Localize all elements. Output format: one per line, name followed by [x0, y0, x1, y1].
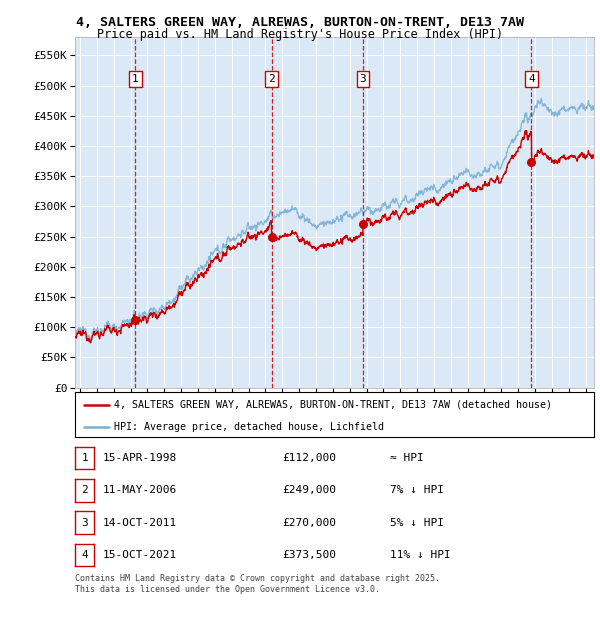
Text: 3: 3: [81, 518, 88, 528]
Text: Price paid vs. HM Land Registry's House Price Index (HPI): Price paid vs. HM Land Registry's House …: [97, 28, 503, 41]
Text: £249,000: £249,000: [282, 485, 336, 495]
Text: 7% ↓ HPI: 7% ↓ HPI: [390, 485, 444, 495]
Text: 5% ↓ HPI: 5% ↓ HPI: [390, 518, 444, 528]
Text: ≈ HPI: ≈ HPI: [390, 453, 424, 463]
Text: £112,000: £112,000: [282, 453, 336, 463]
Text: HPI: Average price, detached house, Lichfield: HPI: Average price, detached house, Lich…: [114, 422, 384, 432]
Text: 3: 3: [359, 74, 367, 84]
Text: 4, SALTERS GREEN WAY, ALREWAS, BURTON-ON-TRENT, DE13 7AW: 4, SALTERS GREEN WAY, ALREWAS, BURTON-ON…: [76, 16, 524, 29]
Point: [358, 219, 368, 229]
Text: £373,500: £373,500: [282, 550, 336, 560]
Text: 15-OCT-2021: 15-OCT-2021: [103, 550, 178, 560]
Text: 2: 2: [268, 74, 275, 84]
Text: 4: 4: [528, 74, 535, 84]
Point: [131, 315, 140, 325]
Point: [267, 232, 277, 242]
Text: 1: 1: [81, 453, 88, 463]
Text: 2: 2: [81, 485, 88, 495]
Text: 4, SALTERS GREEN WAY, ALREWAS, BURTON-ON-TRENT, DE13 7AW (detached house): 4, SALTERS GREEN WAY, ALREWAS, BURTON-ON…: [114, 400, 552, 410]
Point: [527, 157, 536, 167]
Text: 11% ↓ HPI: 11% ↓ HPI: [390, 550, 451, 560]
Text: 4: 4: [81, 550, 88, 560]
Text: £270,000: £270,000: [282, 518, 336, 528]
Text: Contains HM Land Registry data © Crown copyright and database right 2025.
This d: Contains HM Land Registry data © Crown c…: [75, 574, 440, 593]
Text: 11-MAY-2006: 11-MAY-2006: [103, 485, 178, 495]
Text: 1: 1: [132, 74, 139, 84]
Text: 14-OCT-2011: 14-OCT-2011: [103, 518, 178, 528]
Text: 15-APR-1998: 15-APR-1998: [103, 453, 178, 463]
